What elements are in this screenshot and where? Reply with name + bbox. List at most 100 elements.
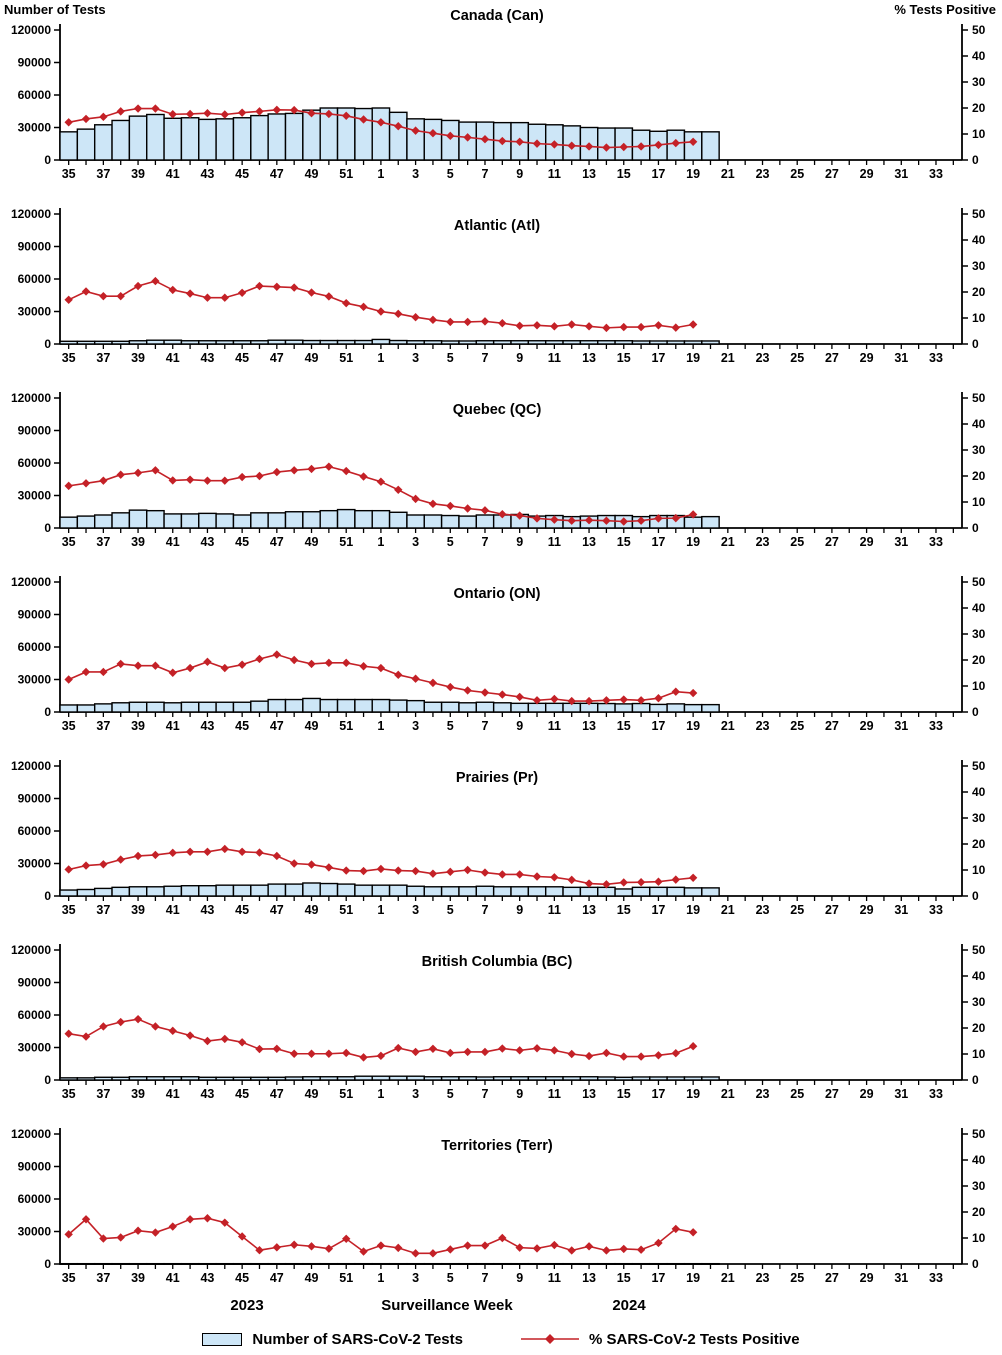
svg-text:19: 19 <box>686 1087 700 1101</box>
tests-bars <box>59 1075 720 1081</box>
svg-text:13: 13 <box>582 719 596 733</box>
tests-bar <box>492 1262 512 1265</box>
tests-bar <box>649 886 668 897</box>
line-point-diamond <box>671 875 680 884</box>
line-point-diamond <box>324 109 334 119</box>
svg-text:31: 31 <box>894 719 908 733</box>
tests-bar <box>180 340 200 345</box>
line-point-diamond <box>99 476 108 485</box>
svg-text:47: 47 <box>270 1271 284 1285</box>
tests-bar <box>215 701 235 713</box>
line-point-diamond <box>498 1233 507 1243</box>
svg-text:30: 30 <box>972 811 986 825</box>
tests-bar <box>614 703 634 713</box>
line-point-diamond <box>411 313 420 322</box>
line-point-diamond <box>463 686 472 695</box>
tests-bar <box>319 698 339 713</box>
svg-text:37: 37 <box>96 1271 110 1285</box>
svg-text:20: 20 <box>972 285 986 299</box>
line-point-diamond <box>688 873 698 882</box>
svg-text:40: 40 <box>972 1153 986 1167</box>
line-point-diamond <box>567 516 576 525</box>
tests-bar <box>544 886 564 897</box>
tests-bar <box>59 340 79 345</box>
svg-text:7: 7 <box>482 535 489 549</box>
line-point-diamond <box>255 107 264 116</box>
line-point-diamond <box>99 1234 108 1243</box>
tests-bar <box>250 512 269 529</box>
tests-bar <box>250 1076 269 1081</box>
svg-text:13: 13 <box>582 1087 596 1101</box>
tests-bar <box>701 1262 720 1265</box>
svg-text:37: 37 <box>96 535 110 549</box>
svg-text:3: 3 <box>412 903 419 917</box>
tests-bar <box>128 701 148 713</box>
tests-bar <box>527 340 547 345</box>
svg-text:17: 17 <box>651 903 665 917</box>
tests-bar <box>371 1262 391 1265</box>
svg-text:25: 25 <box>790 719 804 733</box>
tests-bar <box>406 885 425 897</box>
tests-bar <box>492 1076 512 1081</box>
line-point-diamond <box>376 1241 386 1250</box>
tests-bar <box>371 107 391 161</box>
line-point-diamond <box>532 696 542 705</box>
tests-bar <box>128 115 148 161</box>
tests-bar <box>302 339 321 345</box>
tests-bar <box>198 885 217 897</box>
tests-bar <box>128 340 148 345</box>
chart-panel-canada-can: Canada (Can) 0 30000 60000 90000 120000 0 10 20 3… <box>11 8 986 181</box>
line-point-diamond <box>116 659 125 669</box>
line-point-diamond <box>116 470 125 479</box>
line-point-diamond <box>185 663 195 673</box>
tests-bar <box>597 1262 616 1265</box>
tests-bar <box>423 514 443 529</box>
line-point-diamond <box>411 126 420 135</box>
tests-bar <box>319 339 339 345</box>
svg-text:21: 21 <box>721 719 735 733</box>
svg-text:35: 35 <box>62 535 76 549</box>
tests-bar <box>406 1262 425 1265</box>
panel-title: British Columbia (BC) <box>422 954 573 970</box>
line-point-diamond <box>116 1233 125 1242</box>
tests-bar <box>267 113 287 161</box>
tests-bar <box>423 340 443 345</box>
line-point-diamond <box>446 131 455 141</box>
svg-text:43: 43 <box>200 1087 214 1101</box>
tests-bar <box>267 883 287 897</box>
svg-text:27: 27 <box>825 167 839 181</box>
line-point-diamond <box>342 866 351 875</box>
tests-bar <box>319 509 339 529</box>
line-point-diamond <box>446 682 455 692</box>
tests-bar <box>631 340 651 345</box>
panel-title: Ontario (ON) <box>454 586 541 602</box>
tests-bar <box>198 118 217 161</box>
svg-text:11: 11 <box>548 1271 561 1285</box>
line-point-diamond <box>359 302 368 312</box>
tests-bar <box>111 1262 131 1265</box>
svg-text:13: 13 <box>582 1271 596 1285</box>
svg-text:49: 49 <box>305 167 319 181</box>
line-point-diamond <box>81 287 91 296</box>
line-point-diamond <box>394 309 403 319</box>
tests-bar <box>562 1262 582 1265</box>
line-point-diamond <box>151 1228 160 1237</box>
line-point-diamond <box>168 1222 177 1231</box>
tests-bar <box>475 514 495 529</box>
tests-bar <box>267 698 287 713</box>
svg-text:7: 7 <box>482 1087 489 1101</box>
line-point-diamond <box>515 511 524 520</box>
tests-bar <box>475 340 495 345</box>
svg-text:40: 40 <box>972 49 986 63</box>
svg-text:30000: 30000 <box>18 673 52 687</box>
line-point-diamond <box>480 1241 490 1250</box>
line-point-diamond <box>237 108 247 117</box>
line-point-diamond <box>602 143 611 152</box>
tests-bar <box>302 1076 321 1081</box>
tests-bar <box>302 882 321 897</box>
chart-panels: Canada (Can) 0 30000 60000 90000 120000 0 10 20 3… <box>11 8 986 1285</box>
tests-bar <box>683 516 703 529</box>
tests-bars <box>59 338 720 345</box>
svg-text:33: 33 <box>929 903 943 917</box>
svg-text:39: 39 <box>131 351 145 365</box>
